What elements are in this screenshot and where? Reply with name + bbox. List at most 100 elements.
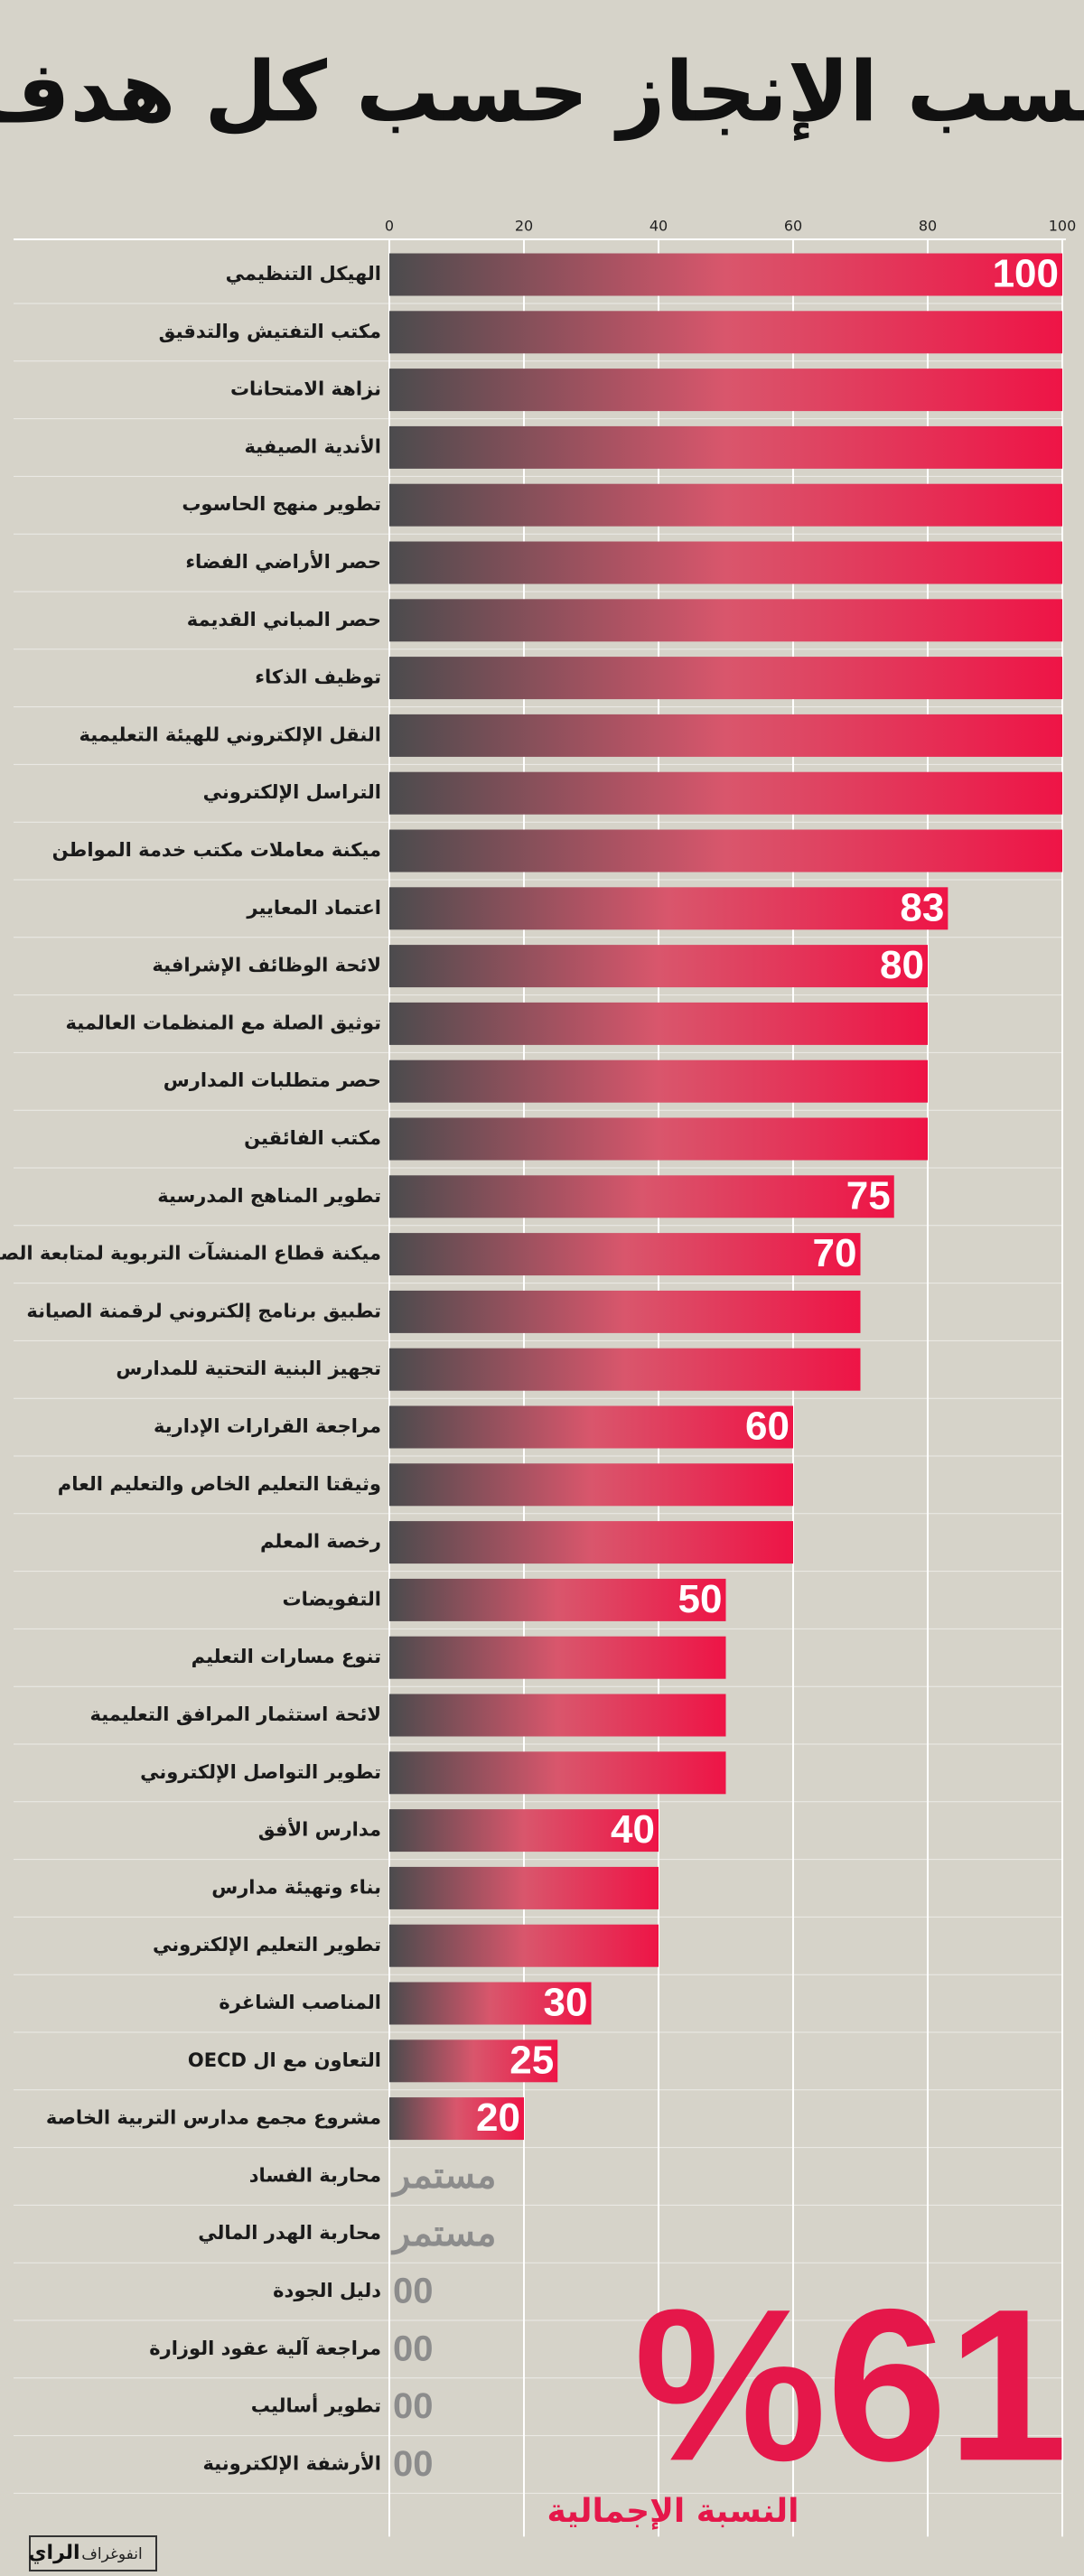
value-label: 00 <box>393 2329 434 2368</box>
bar <box>389 829 1062 873</box>
overall-label: النسبة الإجمالية <box>547 2493 799 2530</box>
category-label: التفويضات <box>282 1588 381 1610</box>
category-label: ميكنة قطاع المنشآت التربوية لمتابعة الصي… <box>0 1242 381 1265</box>
bar <box>389 541 1062 584</box>
bar <box>389 1636 726 1679</box>
category-label: لائحة استثمار المرافق التعليمية <box>89 1703 381 1725</box>
bar <box>389 1866 659 1909</box>
category-label: النقل الإلكتروني للهيئة التعليمية <box>79 723 381 745</box>
bar <box>389 2039 558 2083</box>
credit: انفوغراف <box>81 2545 142 2563</box>
logo-box <box>29 2535 157 2571</box>
category-label: التراسل الإلكتروني <box>203 781 381 803</box>
bar <box>389 1405 793 1449</box>
value-label: 50 <box>678 1577 723 1621</box>
category-label: تطوير التعليم الإلكتروني <box>153 1934 381 1955</box>
category-label: الأندية الصيفية <box>244 434 381 457</box>
bar <box>389 1694 726 1737</box>
bar <box>389 369 1062 412</box>
category-label: مكتب التفتيش والتدقيق <box>159 321 381 342</box>
category-label: محاربة الهدر المالي <box>198 2222 381 2244</box>
category-label: مكتب الفائقين <box>244 1127 381 1149</box>
bar <box>389 1751 726 1795</box>
x-tick-label: 0 <box>385 218 394 235</box>
chart-title: نسب الإنجاز حسب كل هدف <box>0 43 1084 141</box>
category-label: تجهيز البنية التحتية للمدارس <box>116 1358 381 1379</box>
category-label: دليل الجودة <box>273 2280 381 2301</box>
bar <box>389 311 1062 354</box>
bar <box>389 425 1062 469</box>
value-label: 60 <box>745 1405 790 1449</box>
bar <box>389 1521 793 1564</box>
category-label: نزاهة الامتحانات <box>230 378 381 400</box>
category-label: مدارس الأفق <box>258 1817 381 1841</box>
value-label: 40 <box>611 1807 655 1852</box>
category-label: تطوير التواصل الإلكتروني <box>140 1761 381 1783</box>
value-label: مستمر <box>390 2214 496 2255</box>
logo: الراي <box>28 2542 79 2564</box>
value-label: 00 <box>393 2444 434 2484</box>
category-label: مشروع مجمع مدارس التربية الخاصة <box>46 2107 381 2129</box>
value-label: مستمر <box>390 2156 496 2198</box>
bar <box>389 1924 659 1967</box>
value-label: 00 <box>393 2272 434 2311</box>
value-label: 75 <box>846 1173 891 1218</box>
value-label: 30 <box>544 1981 588 2025</box>
bar <box>389 1117 928 1161</box>
category-label: وثيقتا التعليم الخاص والتعليم العام <box>58 1473 381 1495</box>
value-label: 00 <box>393 2386 434 2426</box>
category-label: تنوع مسارات التعليم <box>192 1646 381 1667</box>
category-label: الهيكل التنظيمي <box>226 263 381 285</box>
bar <box>389 483 1062 527</box>
value-label: 100 <box>993 252 1059 296</box>
bar <box>389 1463 793 1507</box>
bar <box>389 657 1062 700</box>
bar <box>389 1059 928 1103</box>
category-label: محاربة الفساد <box>249 2164 381 2186</box>
bar <box>389 1348 861 1391</box>
category-label: التعاون مع ال OECD <box>188 2049 381 2071</box>
bar <box>389 1175 894 1218</box>
category-label: بناء وتهيئة مدارس <box>211 1876 381 1898</box>
x-tick-label: 80 <box>919 218 937 235</box>
value-label: 20 <box>476 2095 520 2140</box>
value-label: 80 <box>880 943 924 987</box>
category-label: تطوير أساليب <box>251 2393 381 2417</box>
category-label: توظيف الذكاء <box>255 667 381 688</box>
category-label: تطبيق برنامج إلكتروني لرقمنة الصيانة <box>26 1300 381 1321</box>
bar <box>389 1002 928 1045</box>
value-label: 25 <box>509 2038 554 2082</box>
bar <box>389 714 1062 757</box>
bar <box>389 1982 592 2025</box>
bar <box>389 2097 524 2141</box>
overall-value: %61 <box>634 2263 1068 2506</box>
value-label: 70 <box>813 1231 857 1275</box>
category-label: اعتماد المعايير <box>246 897 381 919</box>
x-tick-label: 20 <box>515 218 533 235</box>
bar <box>389 1578 726 1621</box>
category-label: ميكنة معاملات مكتب خدمة المواطن <box>52 839 381 861</box>
bar <box>389 1809 659 1853</box>
bar <box>389 887 948 930</box>
category-label: مراجعة آلية عقود الوزارة <box>149 2337 381 2359</box>
bar <box>389 945 928 988</box>
bar <box>389 1290 861 1333</box>
category-label: الأرشفة الإلكترونية <box>202 2450 381 2474</box>
category-label: لائحة الوظائف الإشرافية <box>152 955 381 976</box>
category-label: تطوير المناهج المدرسية <box>157 1185 381 1207</box>
category-label: توثيق الصلة مع المنظمات العالمية <box>66 1012 381 1033</box>
category-label: رخصة المعلم <box>260 1531 381 1553</box>
x-tick-label: 60 <box>784 218 802 235</box>
x-tick-label: 100 <box>1049 218 1077 235</box>
value-label: 83 <box>900 885 944 929</box>
bar <box>389 771 1062 815</box>
bar <box>389 1233 861 1276</box>
x-tick-label: 40 <box>649 218 668 235</box>
bar <box>389 599 1062 642</box>
category-label: حصر الأراضي الفضاء <box>185 549 381 573</box>
category-label: المناصب الشاغرة <box>219 1992 381 2013</box>
category-label: حصر متطلبات المدارس <box>164 1069 381 1091</box>
category-label: حصر المباني القديمة <box>187 609 381 630</box>
category-label: تطوير منهج الحاسوب <box>182 493 381 515</box>
